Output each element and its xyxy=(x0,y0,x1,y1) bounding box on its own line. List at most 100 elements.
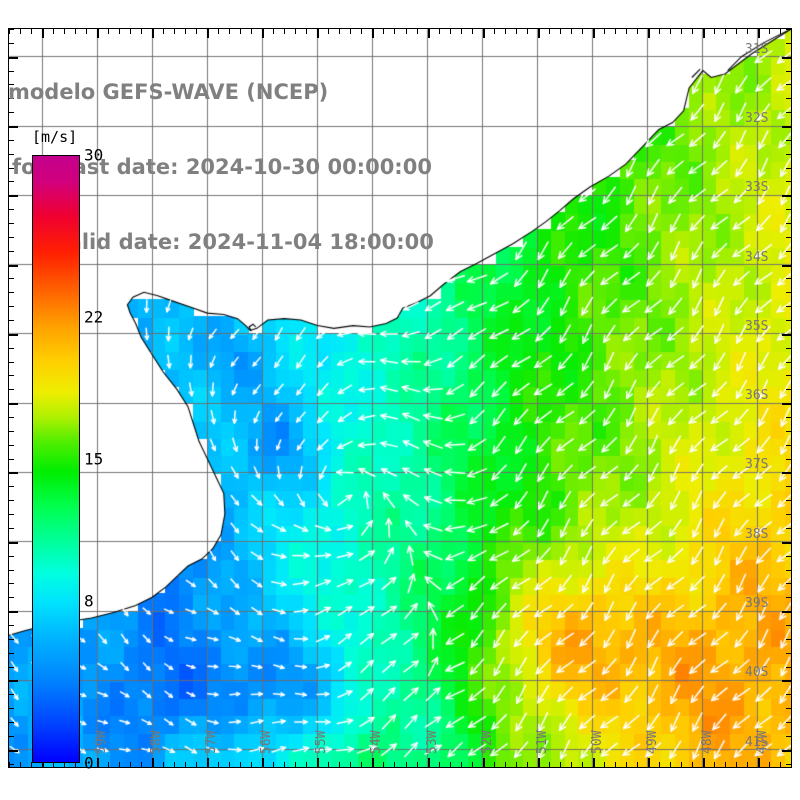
lon-tick xyxy=(284,762,285,767)
lon-tick xyxy=(659,762,660,767)
colorbar-tick-8: 8 xyxy=(84,591,94,611)
lon-tick xyxy=(262,758,264,767)
lon-tick xyxy=(350,762,351,767)
lon-tick-top xyxy=(637,29,638,34)
lon-tick xyxy=(780,762,781,767)
wind-speed-heatmap-canvas xyxy=(9,29,791,767)
lat-tick-left xyxy=(9,57,18,59)
lon-tick-top xyxy=(417,29,418,34)
lat-tick xyxy=(786,292,791,293)
lon-tick xyxy=(494,762,495,767)
lat-tick-left xyxy=(9,154,14,155)
lon-tick-top xyxy=(251,29,252,34)
lon-tick xyxy=(53,762,54,767)
lon-tick xyxy=(31,762,32,767)
lon-tick xyxy=(383,762,384,767)
lat-tick-left xyxy=(9,348,14,349)
lat-tick-left xyxy=(9,278,14,279)
lon-tick xyxy=(461,762,462,767)
lat-tick-left xyxy=(9,556,14,557)
lat-tick-left xyxy=(9,570,14,571)
lon-tick xyxy=(306,762,307,767)
lat-tick-left xyxy=(9,168,14,169)
lon-tick-top xyxy=(659,29,660,34)
lat-tick xyxy=(786,625,791,626)
lat-tick-left xyxy=(9,597,14,598)
lon-tick-top xyxy=(20,29,21,34)
lat-tick xyxy=(786,653,791,654)
lon-tick-top xyxy=(538,29,540,38)
lat-tick xyxy=(782,265,791,267)
lat-tick-left xyxy=(9,112,14,113)
lon-tick-top xyxy=(350,29,351,34)
lon-tick xyxy=(769,762,770,767)
lat-tick xyxy=(786,306,791,307)
lon-tick xyxy=(516,762,517,767)
lat-tick-left xyxy=(9,653,14,654)
lon-tick xyxy=(527,762,528,767)
lat-tick xyxy=(786,209,791,210)
colorbar-tick-0: 0 xyxy=(84,753,94,773)
lon-tick xyxy=(229,762,230,767)
lat-tick-left xyxy=(9,362,14,363)
lat-tick xyxy=(782,472,791,474)
lat-tick-left xyxy=(9,306,14,307)
lat-tick xyxy=(786,459,791,460)
lon-tick-top xyxy=(97,29,99,38)
lon-tick xyxy=(130,762,131,767)
lat-tick-left xyxy=(9,251,14,252)
lon-tick xyxy=(207,758,209,767)
lon-tick-top xyxy=(207,29,209,38)
lon-tick xyxy=(604,762,605,767)
lat-tick-left xyxy=(9,736,14,737)
lon-tick-top xyxy=(615,29,616,34)
lat-tick xyxy=(786,181,791,182)
lon-tick-top xyxy=(769,29,770,34)
lat-tick-left xyxy=(9,389,14,390)
lat-tick xyxy=(782,611,791,613)
lat-tick-left xyxy=(9,71,14,72)
lat-tick-left xyxy=(9,750,18,752)
lat-tick xyxy=(786,694,791,695)
lat-tick xyxy=(786,43,791,44)
lon-tick xyxy=(361,762,362,767)
lon-tick-top xyxy=(229,29,230,34)
lon-tick-top xyxy=(273,29,274,34)
lon-tick-top xyxy=(218,29,219,34)
lon-tick xyxy=(75,762,76,767)
lat-tick-left xyxy=(9,680,18,682)
lon-tick-top xyxy=(549,29,550,34)
lat-tick-left xyxy=(9,223,14,224)
map-plot-area[interactable] xyxy=(8,28,792,768)
colorbar-gradient xyxy=(32,155,80,763)
lat-tick xyxy=(786,764,791,765)
lon-tick xyxy=(681,762,682,767)
lon-tick xyxy=(108,762,109,767)
lon-tick xyxy=(295,762,296,767)
lon-tick-top xyxy=(240,29,241,34)
lat-tick-left xyxy=(9,722,14,723)
lon-tick xyxy=(240,762,241,767)
lon-tick-top xyxy=(439,29,440,34)
lon-tick-top xyxy=(725,29,726,34)
lat-tick-left xyxy=(9,625,14,626)
lat-tick-left xyxy=(9,459,14,460)
lat-tick-left xyxy=(9,375,14,376)
lon-tick-top xyxy=(141,29,142,34)
lon-tick-top xyxy=(505,29,506,34)
lon-tick xyxy=(406,762,407,767)
lon-tick xyxy=(637,762,638,767)
lat-tick-left xyxy=(9,445,14,446)
lon-tick xyxy=(339,762,340,767)
lon-tick xyxy=(736,762,737,767)
lon-tick-top xyxy=(75,29,76,34)
lat-tick-left xyxy=(9,29,14,30)
lon-tick xyxy=(251,762,252,767)
lon-tick-top xyxy=(604,29,605,34)
lon-tick-top xyxy=(593,29,595,38)
lon-tick xyxy=(317,758,319,767)
lat-tick-left xyxy=(9,84,14,85)
lat-tick-left xyxy=(9,403,18,405)
lon-tick-top xyxy=(9,29,10,34)
lon-tick xyxy=(560,762,561,767)
